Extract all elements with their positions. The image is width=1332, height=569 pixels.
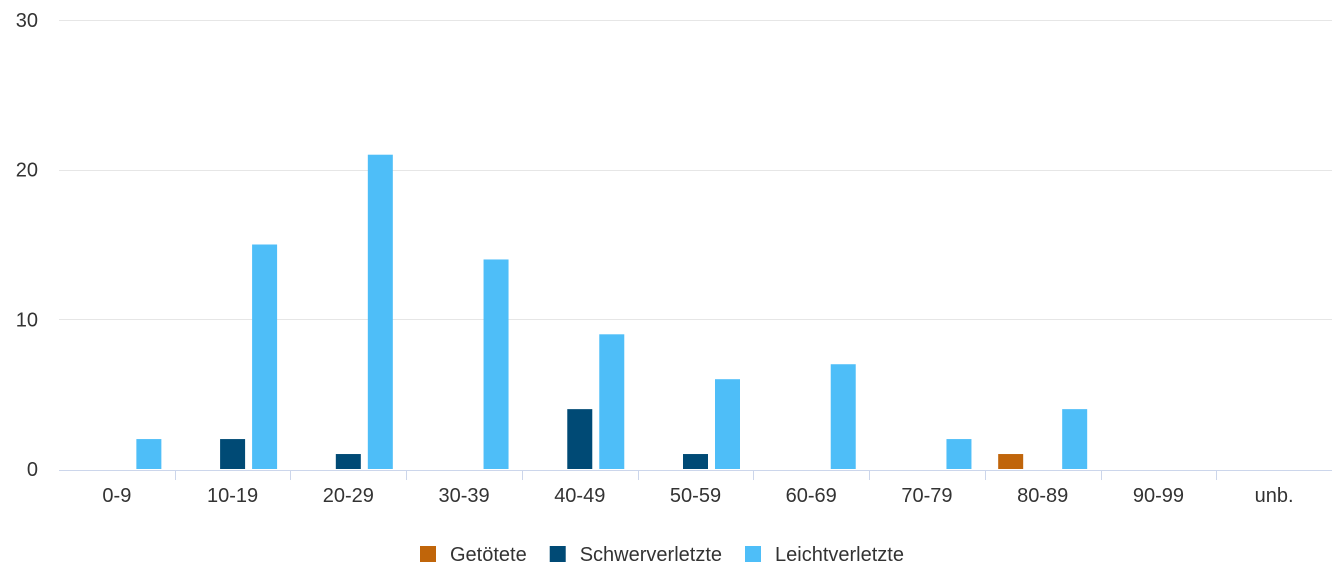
bar-schwerverletzte-40-49[interactable] (567, 409, 593, 469)
legend-swatch (420, 546, 436, 562)
x-tick-label: unb. (1255, 485, 1294, 507)
bar-leichtverletzte-60-69[interactable] (830, 364, 856, 469)
x-tick-label: 0-9 (102, 485, 131, 507)
x-tick-label: 50-59 (670, 485, 721, 507)
x-tick-label: 40-49 (554, 485, 605, 507)
legend-item-getötete[interactable]: Getötete (420, 544, 527, 566)
bar-leichtverletzte-30-39[interactable] (483, 259, 509, 469)
legend-label: Getötete (450, 544, 527, 566)
y-axis-tick-labels: 0 10 20 30 (16, 10, 38, 481)
x-axis-tick-labels: 0-9 10-19 20-29 30-39 40-49 50-59 60-69 70-79 80… (102, 485, 1293, 507)
legend-item-schwerverletzte[interactable]: Schwerverletzte (549, 544, 722, 566)
bar-leichtverletzte-40-49[interactable] (599, 334, 625, 469)
y-tick-label: 20 (16, 160, 38, 182)
bar-leichtverletzte-0-9[interactable] (136, 439, 162, 469)
x-axis (59, 470, 1332, 480)
grid-lines (59, 20, 1332, 320)
bar-leichtverletzte-70-79[interactable] (946, 439, 972, 469)
bar-leichtverletzte-50-59[interactable] (715, 379, 740, 469)
bar-leichtverletzte-80-89[interactable] (1062, 409, 1088, 469)
x-tick-label: 10-19 (207, 485, 258, 507)
legend-swatch (745, 546, 761, 562)
bar-leichtverletzte-20-29[interactable] (367, 154, 393, 469)
bar-getötete-80-89[interactable] (998, 454, 1024, 469)
bar-schwerverletzte-50-59[interactable] (683, 454, 708, 469)
y-tick-label: 30 (16, 10, 38, 32)
bars (136, 154, 1088, 470)
legend[interactable]: Getötete Schwerverletzte Leichtverletzte (420, 544, 904, 566)
y-tick-label: 10 (16, 309, 38, 331)
legend-label: Schwerverletzte (580, 544, 722, 566)
y-tick-label: 0 (27, 459, 38, 481)
x-tick-label: 90-99 (1133, 485, 1184, 507)
bar-schwerverletzte-10-19[interactable] (220, 439, 246, 469)
x-tick-label: 60-69 (786, 485, 837, 507)
x-tick-label: 30-39 (438, 485, 489, 507)
legend-item-leichtverletzte[interactable]: Leichtverletzte (745, 544, 904, 566)
x-tick-label: 20-29 (323, 485, 374, 507)
bar-leichtverletzte-10-19[interactable] (252, 244, 278, 470)
x-tick-label: 70-79 (901, 485, 952, 507)
bar-schwerverletzte-20-29[interactable] (335, 454, 361, 469)
legend-swatch (549, 546, 566, 562)
x-tick-label: 80-89 (1017, 485, 1068, 507)
legend-label: Leichtverletzte (775, 544, 904, 566)
